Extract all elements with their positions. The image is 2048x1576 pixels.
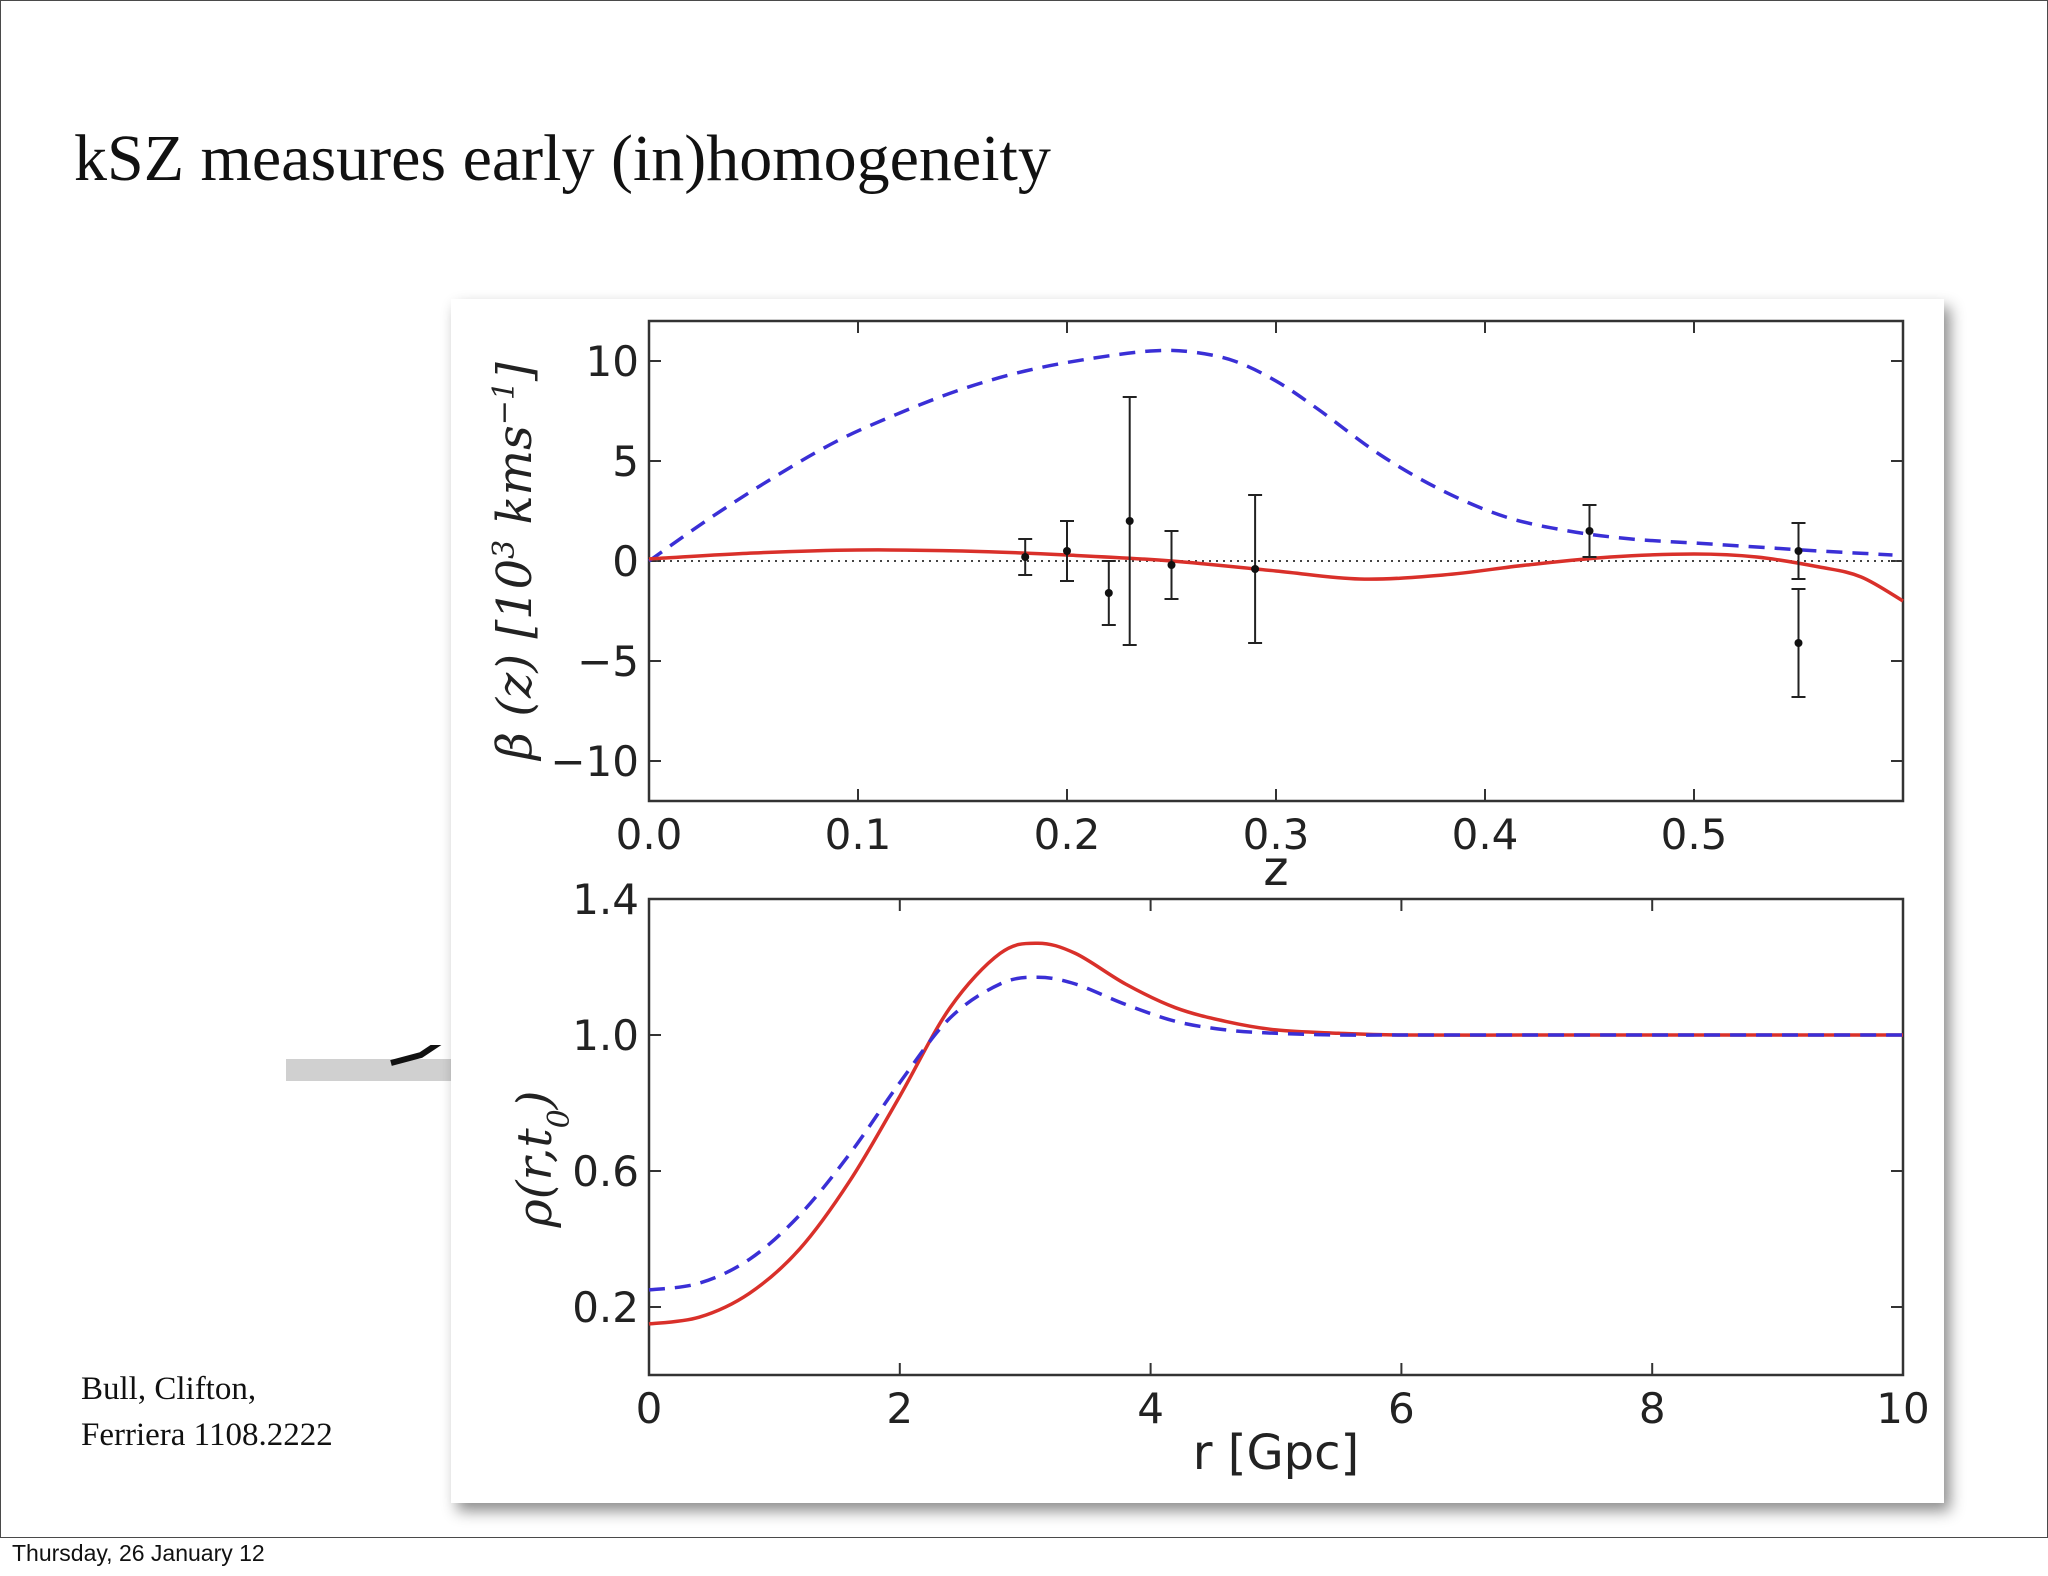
beta-data-point bbox=[1063, 547, 1071, 555]
beta-data-point bbox=[1167, 561, 1176, 569]
beta-data-point bbox=[1794, 547, 1803, 555]
beta-data-point bbox=[1794, 639, 1803, 647]
figure-card: 0.0 0.1 0.2 0.3 0.4 0.5 10 5 0 −5 −10 z β (z) [10… bbox=[451, 299, 1944, 1503]
rho-x-tick-label: 8 bbox=[1639, 1384, 1666, 1433]
beta-data-point bbox=[1585, 527, 1594, 535]
rho-x-tick-label: 4 bbox=[1137, 1384, 1164, 1433]
slide-title: kSZ measures early (in)homogeneity bbox=[74, 122, 1051, 195]
beta-x-tick-labels: 0.0 0.1 0.2 0.3 0.4 0.5 bbox=[616, 810, 1728, 859]
rho-series-solid-line bbox=[648, 941, 1903, 1326]
beta-x-tick-label: 0.3 bbox=[1243, 810, 1310, 859]
beta-x-tick-label: 0.4 bbox=[1452, 810, 1519, 859]
rho-plot-frame bbox=[647, 897, 1905, 1377]
beta-series bbox=[647, 348, 1904, 603]
beta-x-axis-label: z bbox=[1263, 841, 1288, 897]
beta-series-solid-line bbox=[648, 548, 1904, 603]
rho-x-tick-label: 2 bbox=[886, 1384, 913, 1433]
footer-date: Thursday, 26 January 12 bbox=[12, 1540, 265, 1566]
beta-y-tick-label: −5 bbox=[577, 637, 639, 686]
rho-y-tick-label: 1.4 bbox=[572, 875, 639, 924]
rho-y-tick-label: 0.2 bbox=[572, 1283, 639, 1332]
beta-data-point bbox=[1104, 589, 1113, 597]
rho-x-tick-labels: 0 2 4 6 8 10 bbox=[636, 1384, 1930, 1433]
beta-panel: 0.0 0.1 0.2 0.3 0.4 0.5 10 5 0 −5 −10 z β (z) [10… bbox=[487, 319, 1905, 897]
rho-ticks bbox=[648, 898, 1904, 1375]
rho-x-tick-label: 0 bbox=[636, 1384, 663, 1433]
rho-y-tick-label: 0.6 bbox=[572, 1147, 639, 1196]
beta-y-tick-label: 5 bbox=[612, 437, 639, 486]
rho-x-tick-label: 10 bbox=[1876, 1384, 1929, 1433]
beta-x-tick-label: 0.2 bbox=[1034, 810, 1101, 859]
rho-series bbox=[648, 941, 1903, 1326]
citation-line-2: Ferriera 1108.2222 bbox=[81, 1417, 333, 1453]
beta-y-tick-label: −10 bbox=[550, 737, 639, 786]
slide: kSZ measures early (in)homogeneity 0.0 0.… bbox=[0, 0, 2048, 1538]
beta-y-tick-labels: 10 5 0 −5 −10 bbox=[550, 337, 639, 786]
rho-x-tick-label: 6 bbox=[1388, 1384, 1415, 1433]
beta-data-point bbox=[1251, 565, 1260, 573]
beta-x-tick-label: 0.0 bbox=[616, 810, 683, 859]
beta-series-dashed-line bbox=[647, 348, 1893, 563]
beta-error-bars bbox=[1018, 396, 1806, 698]
citation-line-1: Bull, Clifton, bbox=[81, 1371, 257, 1407]
beta-data-point bbox=[1021, 553, 1030, 561]
decorative-smudge bbox=[286, 1045, 451, 1081]
rho-panel: 0 2 4 6 8 10 1.4 1.0 0.6 0.2 r [Gpc] ρ(r,t0) bbox=[507, 875, 1930, 1481]
beta-y-tick-label: 10 bbox=[586, 337, 639, 386]
beta-x-tick-label: 0.1 bbox=[825, 810, 892, 859]
figure-svg: 0.0 0.1 0.2 0.3 0.4 0.5 10 5 0 −5 −10 z β (z) [10… bbox=[487, 319, 1930, 1481]
beta-data-point bbox=[1125, 517, 1134, 525]
rho-y-tick-label: 1.0 bbox=[572, 1011, 639, 1060]
rho-y-tick-labels: 1.4 1.0 0.6 0.2 bbox=[572, 875, 639, 1332]
rho-y-axis-label: ρ(r,t0) bbox=[507, 1091, 577, 1229]
rho-series-dashed-line bbox=[648, 975, 1903, 1292]
rho-x-axis-label: r [Gpc] bbox=[1193, 1425, 1360, 1481]
citation: Bull, Clifton, Ferriera 1108.2222 bbox=[81, 1366, 333, 1458]
beta-x-tick-label: 0.5 bbox=[1661, 810, 1728, 859]
beta-y-tick-label: 0 bbox=[612, 537, 639, 586]
beta-y-axis-label: β (z) [103 kms−1] bbox=[487, 362, 544, 762]
